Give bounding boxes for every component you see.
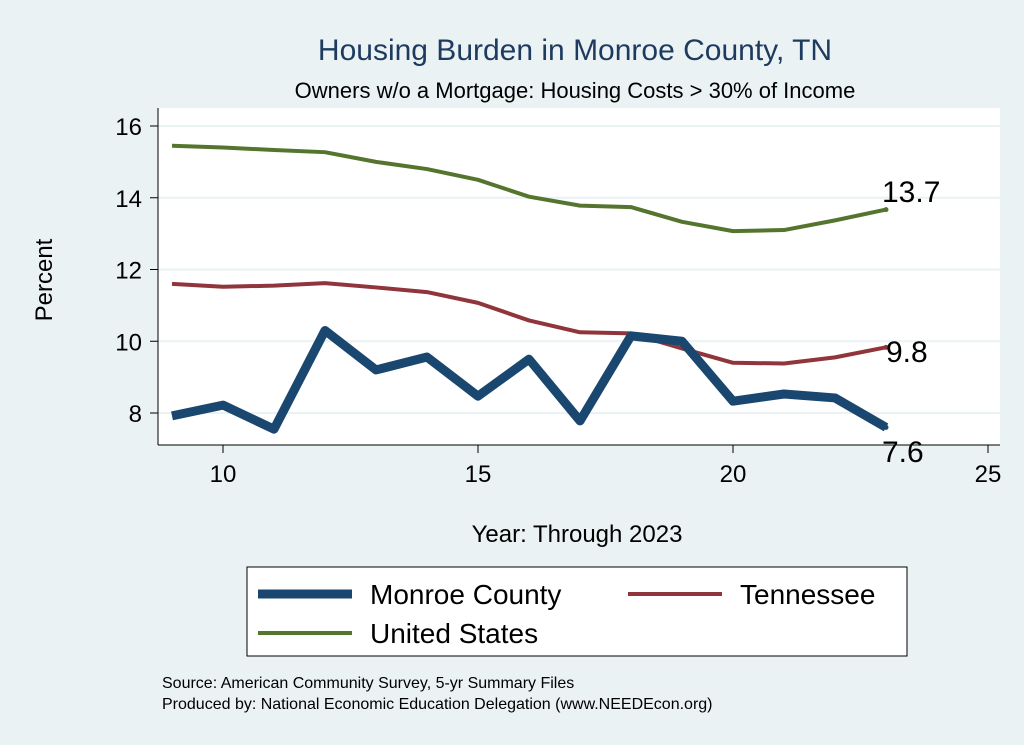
y-axis-label: Percent — [31, 238, 58, 321]
series-line-monroe-county — [171, 325, 889, 434]
legend-box — [246, 566, 908, 657]
x-tick-label: 25 — [975, 461, 1002, 488]
y-tick-label: 8 — [129, 401, 142, 428]
chart-title: Housing Burden in Monroe County, TN — [318, 34, 832, 67]
y-tick-label: 14 — [115, 186, 142, 213]
series-line-tennessee — [171, 281, 887, 366]
legend-label: Monroe County — [370, 579, 561, 610]
plot-area — [158, 108, 1000, 445]
producer-note: Produced by: National Economic Education… — [162, 696, 713, 713]
end-value-label: 13.7 — [882, 176, 940, 209]
x-tick-label: 10 — [210, 461, 237, 488]
end-point — [883, 207, 889, 213]
legend-label: Tennessee — [740, 579, 875, 610]
end-value-label: 7.6 — [882, 436, 924, 469]
end-point — [883, 424, 889, 430]
legend-label: United States — [370, 618, 538, 649]
y-tick-label: 16 — [115, 114, 142, 141]
x-axis-label: Year: Through 2023 — [472, 521, 683, 548]
source-note: Source: American Community Survey, 5-yr … — [162, 675, 574, 692]
end-value-label: 9.8 — [886, 336, 928, 369]
y-tick-label: 10 — [115, 329, 142, 356]
end-point — [883, 344, 889, 350]
y-tick-label: 12 — [115, 258, 142, 285]
legend: Monroe County Tennessee United States — [246, 566, 908, 657]
chart-subtitle: Owners w/o a Mortgage: Housing Costs > 3… — [295, 78, 856, 103]
series-line-united-states — [171, 143, 887, 234]
x-tick-label: 20 — [720, 461, 747, 488]
x-tick-label: 15 — [465, 461, 492, 488]
